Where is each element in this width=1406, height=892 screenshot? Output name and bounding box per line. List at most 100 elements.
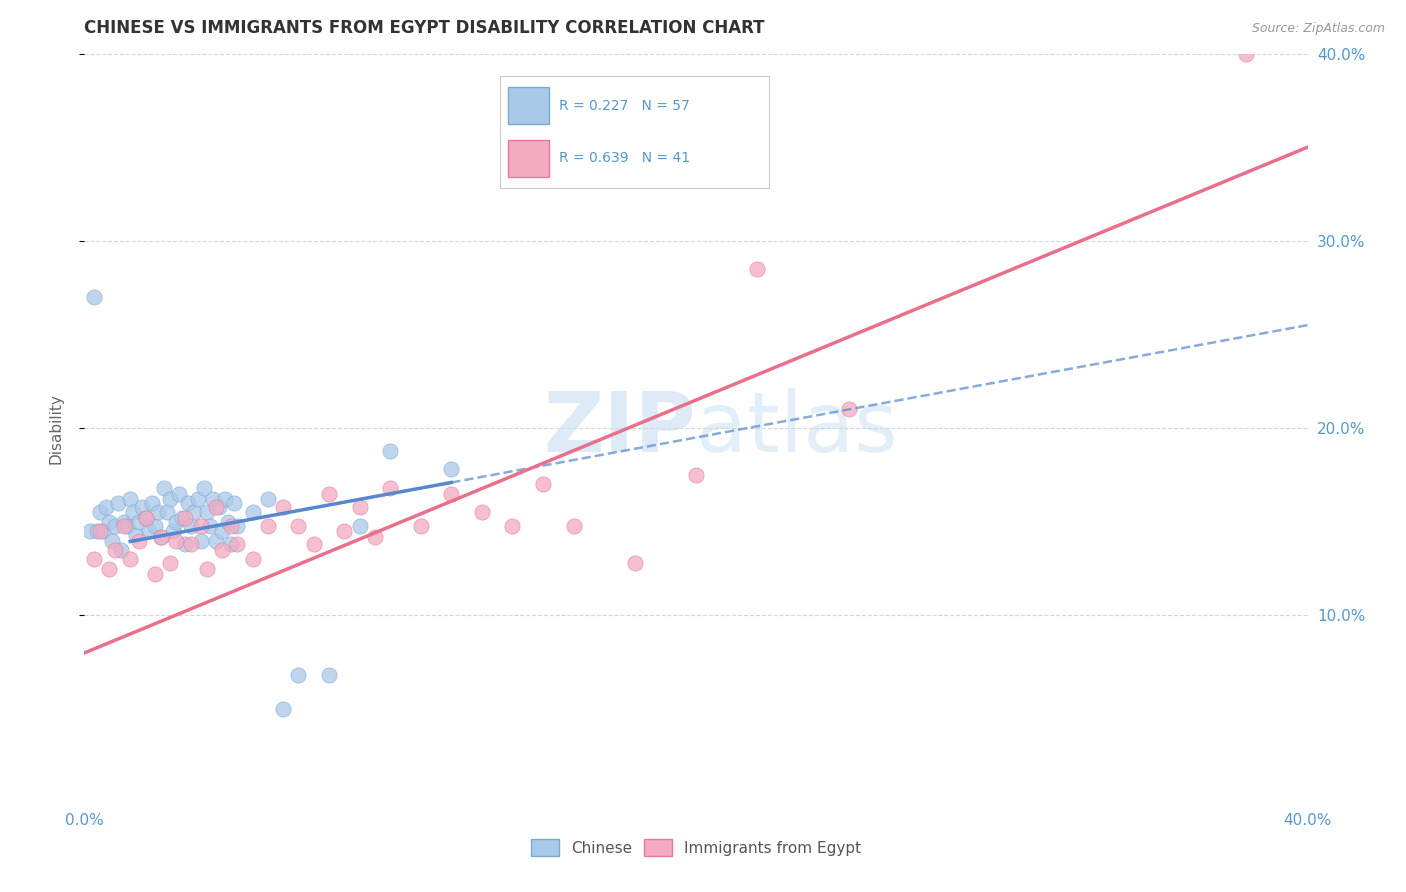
Point	[112, 515, 135, 529]
Point	[101, 533, 124, 548]
Point	[318, 487, 340, 501]
Point	[159, 492, 181, 507]
Point	[214, 492, 236, 507]
Point	[125, 528, 148, 542]
Point	[131, 500, 153, 514]
Point	[747, 262, 769, 277]
Point	[380, 443, 402, 458]
Point	[149, 530, 172, 544]
Point	[198, 518, 221, 533]
Point	[138, 524, 160, 539]
Point	[271, 500, 294, 514]
Point	[183, 505, 205, 519]
Point	[110, 542, 132, 557]
Point	[195, 562, 218, 576]
Point	[89, 524, 111, 539]
Text: CHINESE VS IMMIGRANTS FROM EGYPT DISABILITY CORRELATION CHART: CHINESE VS IMMIGRANTS FROM EGYPT DISABIL…	[84, 19, 765, 37]
Point	[302, 537, 325, 551]
Point	[143, 518, 166, 533]
Point	[83, 552, 105, 566]
Point	[257, 492, 280, 507]
Point	[180, 537, 202, 551]
Point	[242, 505, 264, 519]
Point	[531, 477, 554, 491]
Point	[174, 537, 197, 551]
Point	[195, 505, 218, 519]
Text: Source: ZipAtlas.com: Source: ZipAtlas.com	[1251, 22, 1385, 36]
Point	[349, 500, 371, 514]
Point	[257, 518, 280, 533]
Point	[685, 468, 707, 483]
Point	[562, 518, 585, 533]
Point	[226, 537, 249, 551]
Point	[205, 500, 228, 514]
Point	[97, 562, 120, 576]
Point	[211, 524, 233, 539]
Point	[440, 462, 463, 476]
Point	[219, 518, 242, 533]
Point	[120, 552, 142, 566]
Point	[141, 496, 163, 510]
Point	[224, 496, 246, 510]
Point	[180, 518, 202, 533]
Point	[205, 533, 228, 548]
Point	[271, 702, 294, 716]
Point	[217, 515, 239, 529]
Legend: Chinese, Immigrants from Egypt: Chinese, Immigrants from Egypt	[524, 833, 868, 863]
Point	[97, 515, 120, 529]
Point	[177, 496, 200, 510]
Point	[128, 533, 150, 548]
Point	[165, 515, 187, 529]
Point	[174, 511, 197, 525]
Point	[502, 518, 524, 533]
Point	[143, 567, 166, 582]
Point	[380, 481, 402, 495]
Point	[318, 668, 340, 682]
Point	[349, 518, 371, 533]
Point	[211, 542, 233, 557]
Point	[86, 524, 108, 539]
Point	[440, 487, 463, 501]
Point	[208, 500, 231, 514]
Point	[186, 492, 208, 507]
Point	[146, 505, 169, 519]
Text: ZIP: ZIP	[544, 388, 696, 468]
Point	[104, 542, 127, 557]
Point	[91, 524, 114, 539]
Point	[201, 492, 224, 507]
Point	[112, 518, 135, 533]
Point	[159, 556, 181, 570]
Point	[128, 515, 150, 529]
Point	[89, 505, 111, 519]
Point	[287, 668, 309, 682]
Text: atlas: atlas	[696, 388, 897, 468]
Point	[333, 524, 356, 539]
Point	[172, 511, 194, 525]
Point	[153, 481, 176, 495]
Point	[162, 524, 184, 539]
Point	[104, 518, 127, 533]
Point	[94, 500, 117, 514]
Point	[156, 505, 179, 519]
Point	[471, 505, 494, 519]
Point	[122, 505, 145, 519]
Point	[190, 518, 212, 533]
Point	[219, 537, 242, 551]
Point	[149, 530, 172, 544]
Point	[193, 481, 215, 495]
Point	[79, 524, 101, 539]
Y-axis label: Disability: Disability	[49, 392, 63, 464]
Point	[115, 518, 138, 533]
Point	[364, 530, 387, 544]
Point	[190, 533, 212, 548]
Point	[135, 511, 157, 525]
Point	[83, 290, 105, 304]
Point	[409, 518, 432, 533]
Point	[135, 511, 157, 525]
Point	[838, 402, 860, 417]
Point	[120, 492, 142, 507]
Point	[167, 487, 190, 501]
Point	[1236, 46, 1258, 61]
Point	[287, 518, 309, 533]
Point	[107, 496, 129, 510]
